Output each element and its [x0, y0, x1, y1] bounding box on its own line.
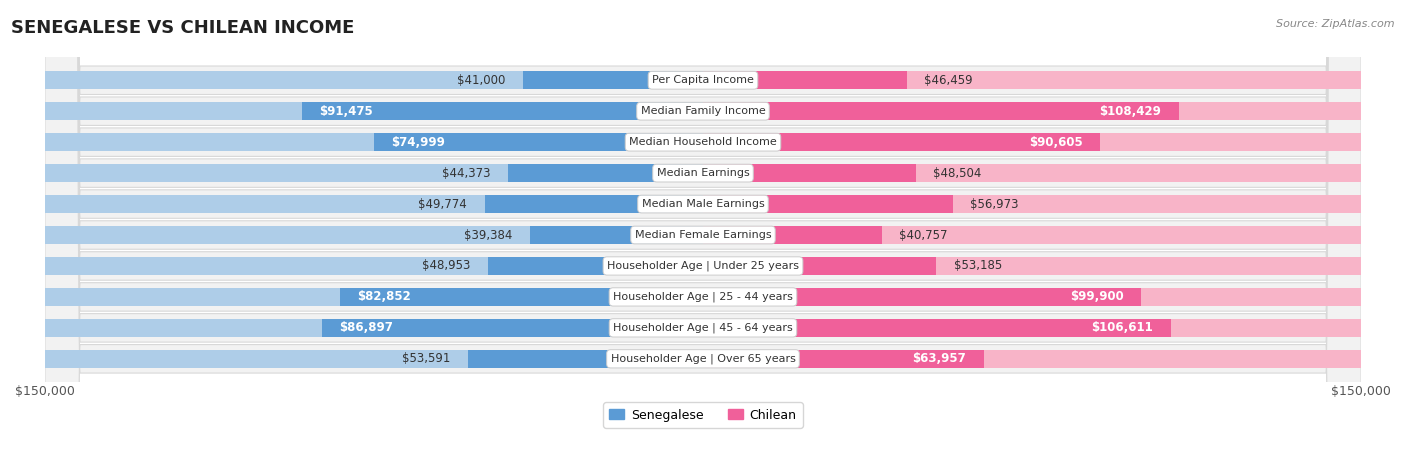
- FancyBboxPatch shape: [45, 0, 1361, 467]
- Bar: [703, 71, 907, 89]
- Bar: [703, 288, 1142, 306]
- FancyBboxPatch shape: [45, 0, 1361, 467]
- Bar: [45, 195, 703, 213]
- Bar: [703, 319, 1171, 337]
- FancyBboxPatch shape: [45, 0, 1361, 467]
- Bar: [488, 257, 703, 275]
- Bar: [703, 350, 984, 368]
- Bar: [703, 257, 936, 275]
- Text: $39,384: $39,384: [464, 228, 513, 241]
- Text: $49,774: $49,774: [419, 198, 467, 211]
- Bar: [703, 164, 915, 182]
- Bar: [703, 195, 1361, 213]
- Text: $63,957: $63,957: [912, 352, 966, 365]
- Text: $90,605: $90,605: [1029, 135, 1083, 149]
- Text: SENEGALESE VS CHILEAN INCOME: SENEGALESE VS CHILEAN INCOME: [11, 19, 354, 37]
- Text: $53,185: $53,185: [953, 260, 1002, 272]
- Text: Median Earnings: Median Earnings: [657, 168, 749, 178]
- Bar: [703, 133, 1361, 151]
- Bar: [45, 350, 703, 368]
- FancyBboxPatch shape: [45, 0, 1361, 467]
- Bar: [468, 350, 703, 368]
- Bar: [45, 102, 703, 120]
- Text: $74,999: $74,999: [391, 135, 446, 149]
- Bar: [703, 195, 953, 213]
- Text: $106,611: $106,611: [1091, 321, 1153, 334]
- Bar: [322, 319, 703, 337]
- Text: $48,504: $48,504: [934, 167, 981, 180]
- Text: Median Household Income: Median Household Income: [628, 137, 778, 147]
- Bar: [45, 288, 703, 306]
- FancyBboxPatch shape: [45, 0, 1361, 467]
- Bar: [703, 350, 1361, 368]
- Bar: [703, 257, 1361, 275]
- Bar: [302, 102, 703, 120]
- Bar: [509, 164, 703, 182]
- Bar: [45, 133, 703, 151]
- Text: $82,852: $82,852: [357, 290, 411, 304]
- Text: Median Male Earnings: Median Male Earnings: [641, 199, 765, 209]
- FancyBboxPatch shape: [45, 0, 1361, 467]
- Bar: [485, 195, 703, 213]
- Text: Householder Age | Under 25 years: Householder Age | Under 25 years: [607, 261, 799, 271]
- Text: $99,900: $99,900: [1070, 290, 1123, 304]
- Text: $56,973: $56,973: [970, 198, 1019, 211]
- Text: $40,757: $40,757: [900, 228, 948, 241]
- Text: Householder Age | Over 65 years: Householder Age | Over 65 years: [610, 354, 796, 364]
- FancyBboxPatch shape: [45, 0, 1361, 467]
- Bar: [45, 257, 703, 275]
- Bar: [703, 102, 1178, 120]
- Text: $86,897: $86,897: [339, 321, 394, 334]
- Bar: [703, 226, 1361, 244]
- Text: $53,591: $53,591: [402, 352, 450, 365]
- Bar: [45, 226, 703, 244]
- Bar: [374, 133, 703, 151]
- FancyBboxPatch shape: [45, 0, 1361, 467]
- Text: Median Female Earnings: Median Female Earnings: [634, 230, 772, 240]
- Bar: [523, 71, 703, 89]
- Text: $91,475: $91,475: [319, 105, 373, 118]
- Text: Householder Age | 45 - 64 years: Householder Age | 45 - 64 years: [613, 323, 793, 333]
- Bar: [703, 319, 1361, 337]
- Text: $48,953: $48,953: [422, 260, 471, 272]
- Bar: [45, 319, 703, 337]
- Bar: [703, 71, 1361, 89]
- FancyBboxPatch shape: [45, 0, 1361, 467]
- Text: $46,459: $46,459: [924, 74, 973, 87]
- Text: $108,429: $108,429: [1099, 105, 1161, 118]
- Text: Median Family Income: Median Family Income: [641, 106, 765, 116]
- Bar: [703, 288, 1361, 306]
- Bar: [703, 164, 1361, 182]
- Text: Householder Age | 25 - 44 years: Householder Age | 25 - 44 years: [613, 292, 793, 302]
- Bar: [703, 226, 882, 244]
- Bar: [339, 288, 703, 306]
- Text: Source: ZipAtlas.com: Source: ZipAtlas.com: [1277, 19, 1395, 28]
- Legend: Senegalese, Chilean: Senegalese, Chilean: [603, 402, 803, 428]
- Bar: [45, 71, 703, 89]
- Bar: [703, 102, 1361, 120]
- Bar: [45, 164, 703, 182]
- Text: $41,000: $41,000: [457, 74, 506, 87]
- Text: $44,373: $44,373: [443, 167, 491, 180]
- FancyBboxPatch shape: [45, 0, 1361, 467]
- Text: Per Capita Income: Per Capita Income: [652, 75, 754, 85]
- Bar: [530, 226, 703, 244]
- Bar: [703, 133, 1101, 151]
